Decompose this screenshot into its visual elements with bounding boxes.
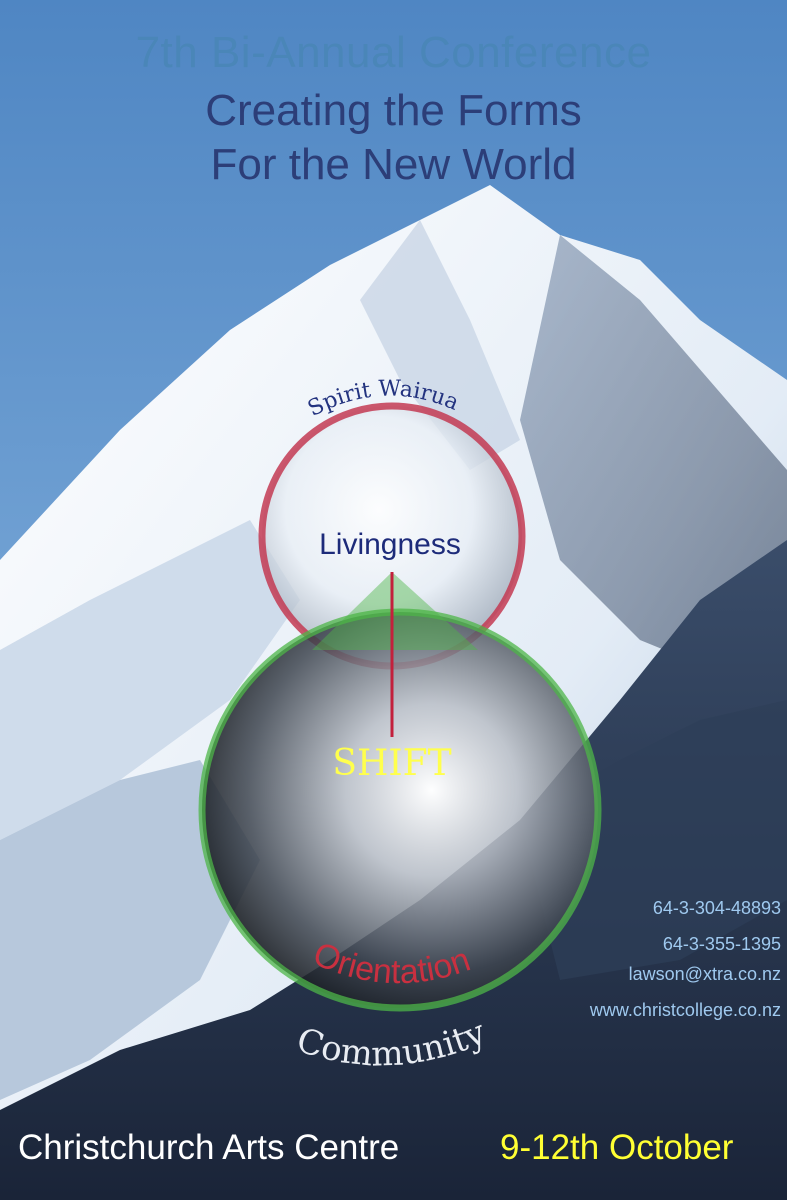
contact-phone-2: 64-3-355-1395: [662, 934, 781, 954]
conference-title-line1: Creating the Forms: [205, 86, 582, 135]
community-ring: [198, 608, 602, 1012]
contact-website: www.christcollege.co.nz: [589, 1000, 781, 1020]
shift-triangle: [312, 572, 478, 650]
conference-edition: 7th Bi-Annual Conference: [135, 28, 652, 77]
community-sphere: [202, 612, 598, 1008]
conference-title-line2: For the New World: [210, 140, 577, 189]
contact-email: lawson@xtra.co.nz: [628, 964, 781, 984]
contact-phone-1: 64-3-304-48893: [652, 898, 781, 918]
shift-label: SHIFT: [332, 743, 452, 784]
spirit-disc: [262, 406, 522, 666]
livingness-label: Livingness: [319, 528, 461, 561]
venue-name: Christchurch Arts Centre: [18, 1128, 400, 1167]
event-dates: 9-12th October: [500, 1128, 734, 1167]
